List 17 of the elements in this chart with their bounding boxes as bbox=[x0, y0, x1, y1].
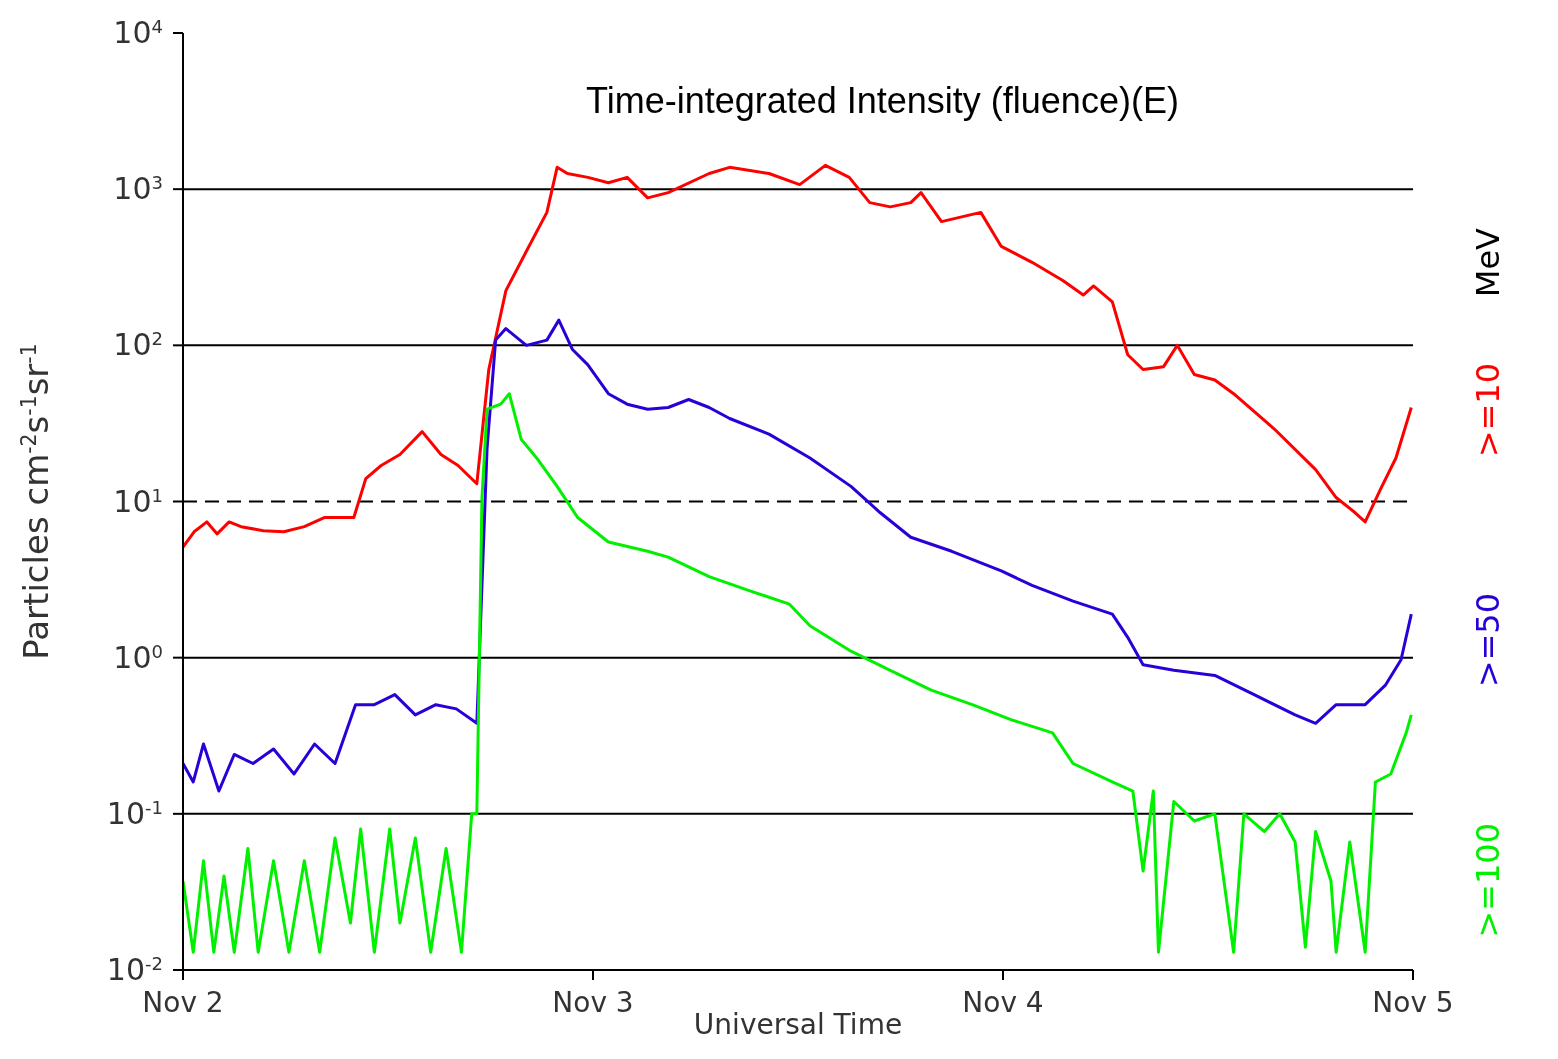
text: >=50 bbox=[1469, 593, 1507, 688]
annotation: Time-integrated Intensity (fluence)(E) bbox=[586, 80, 1179, 122]
y-tick-label: 10$^{2}$ bbox=[113, 327, 163, 363]
x-tick-label: Nov 4 bbox=[962, 986, 1044, 1019]
y-tick-label: 10$^{0}$ bbox=[113, 639, 163, 675]
x-axis-title: Universal Time bbox=[693, 1008, 903, 1041]
x-tick-label: Nov 5 bbox=[1372, 986, 1454, 1019]
y-tick-label: 10$^{3}$ bbox=[113, 171, 163, 207]
legend-title: MeV bbox=[1469, 228, 1507, 298]
x-tick-label: Nov 3 bbox=[552, 986, 634, 1019]
y-tick-label: 10$^{4}$ bbox=[113, 15, 163, 50]
x-tick-label: Nov 2 bbox=[142, 986, 224, 1019]
text: >=100 bbox=[1469, 823, 1507, 938]
y-tick-label: 10$^{-1}$ bbox=[106, 795, 163, 831]
text: >=10 bbox=[1469, 363, 1507, 458]
y-tick-label: 10$^{-2}$ bbox=[106, 952, 163, 987]
y-tick-label: 10$^{1}$ bbox=[113, 483, 163, 519]
